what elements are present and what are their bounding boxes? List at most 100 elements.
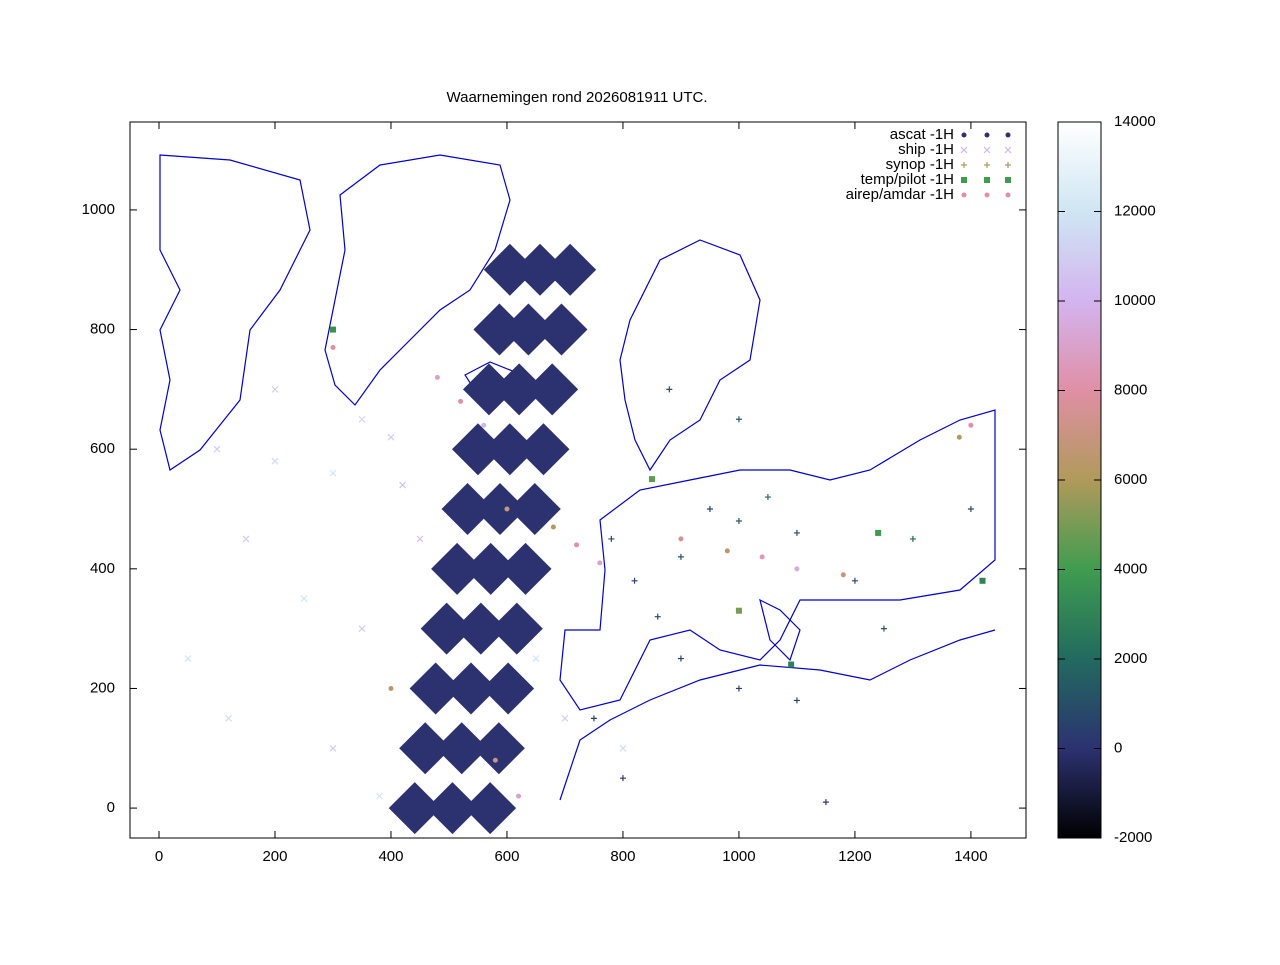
colorbar-tick-label: 8000 [1114,381,1147,398]
synop-point [706,506,713,513]
plot-area [184,243,986,835]
ascat-point [473,483,526,536]
ascat-point [464,542,517,595]
ascat-point [435,722,488,775]
ship-point [242,535,250,543]
ascat-point [502,303,555,356]
synop-point [735,685,742,692]
airep-point [492,757,498,763]
x-tick-label: 1000 [722,848,755,865]
ascat-point [464,782,517,835]
legend-swatch [984,162,990,168]
temp-point [735,607,742,614]
synop-point [666,386,673,393]
ship-point [329,469,337,477]
airep-point [794,566,800,572]
ascat-point [473,303,526,356]
airep-point [574,542,580,548]
legend-swatch [1005,177,1011,183]
colorbar-tick-label: 6000 [1114,471,1147,488]
x-tick-label: 1200 [838,848,871,865]
airep-point [724,548,730,554]
ascat-point [482,662,535,715]
airep-point [968,422,974,428]
legend-swatch [984,132,990,138]
airep-point [388,685,394,691]
ship-point [532,655,540,662]
ascat-point [431,542,484,595]
coast-canada [159,154,311,471]
ascat-point [526,363,579,416]
ascat-point [445,662,498,715]
synop-point [735,416,742,423]
coast-scandinavia [619,239,761,472]
ascat-point [508,483,561,536]
synop-point [967,506,974,513]
legend-swatch [1004,146,1012,154]
ascat-point [490,602,543,655]
colorbar-tick-label: 2000 [1114,650,1147,667]
legend-swatch [984,177,990,183]
legend-label: ascat -1H [890,126,954,143]
x-tick-label: 400 [378,848,403,865]
ship-point [184,655,192,662]
legend-swatch [961,177,967,183]
colorbar-tick-label: -2000 [1114,829,1152,846]
airep-point [759,554,765,560]
x-tick-label: 800 [610,848,635,865]
airep-point [516,793,522,799]
temp-point [648,476,655,483]
ascat-point [441,483,494,536]
synop-point [608,535,615,542]
x-tick-label: 600 [494,848,519,865]
ascat-point [454,602,507,655]
y-tick-label: 0 [107,799,115,816]
ascat-point [399,722,452,775]
ship-point [213,445,221,453]
ship-point [387,433,395,441]
x-tick-label: 200 [262,848,287,865]
ship-point [358,625,366,633]
ascat-point [409,662,462,715]
synop-point [909,535,916,542]
temp-point [329,326,336,333]
ascat-point [544,243,597,296]
x-tick-label: 1400 [954,848,987,865]
ship-point [271,457,279,465]
ascat-point [483,243,536,296]
legend-swatch [960,146,968,154]
colorbar-tick-label: 10000 [1114,292,1156,309]
airep-point [330,345,336,351]
temp-point [875,529,882,536]
airep-point [458,398,464,404]
airep-point [434,374,440,380]
synop-point [619,775,626,782]
colorbar-tick-label: 0 [1114,739,1122,756]
synop-point [793,529,800,536]
colorbar-tick-label: 14000 [1114,113,1156,130]
ship-point [619,744,627,752]
ship-point [416,535,424,543]
colorbar [1057,121,1102,839]
colorbar-tick-label: 12000 [1114,202,1156,219]
ascat-point [514,243,567,296]
ship-point [271,385,279,393]
ascat-point [426,782,479,835]
synop-point [631,577,638,584]
coast-europe [559,409,996,711]
legend-swatch [983,146,991,154]
ship-point [225,714,233,722]
ascat-point [388,782,441,835]
y-tick-label: 400 [90,560,115,577]
ascat-point [472,722,525,775]
legend-swatch [984,192,990,198]
ascat-point [462,363,515,416]
synop-point [822,799,829,806]
synop-point [880,625,887,632]
ship-point [358,415,366,423]
ascat-point [420,602,473,655]
ascat-point [493,363,546,416]
synop-point [764,494,771,501]
airep-point [840,572,846,578]
x-tick-label: 0 [155,848,163,865]
